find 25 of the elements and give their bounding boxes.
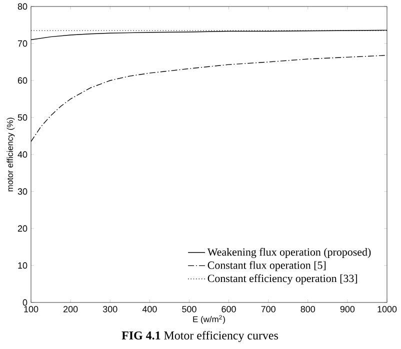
- x-tick-label: 400: [142, 306, 157, 312]
- x-tick-label: 500: [182, 306, 196, 312]
- x-tick-label: 800: [300, 306, 316, 312]
- y-axis-title: motor efficiency (%): [6, 117, 15, 192]
- y-tick-label: 60: [18, 77, 28, 84]
- x-tick-label: 1000: [378, 306, 397, 312]
- x-tick-label: 300: [102, 306, 118, 312]
- y-tick-label: 50: [18, 114, 28, 120]
- y-tick-label: 30: [18, 188, 28, 194]
- y-tick-label: 70: [18, 40, 28, 46]
- text: FIG 4.1 Motor efficiency curves: [122, 330, 278, 342]
- legend-label: Constant flux operation [5]: [208, 260, 326, 271]
- x-tick-label: 100: [24, 306, 38, 312]
- x-tick-label: 900: [340, 306, 355, 312]
- legend-label: Constant efficiency operation [33]: [208, 274, 358, 284]
- y-tick-label: 80: [18, 3, 28, 10]
- legend-label: Weakening flux operation (proposed): [207, 248, 371, 258]
- y-tick-label: 0: [22, 299, 28, 306]
- x-tick-label: 700: [261, 306, 276, 312]
- x-tick-label: 600: [222, 306, 236, 312]
- x-axis-title: E (w/m$^{2}$): [193, 314, 225, 324]
- y-tick-label: 40: [18, 151, 28, 158]
- y-tick-label: 20: [18, 225, 28, 232]
- x-tick-label: 200: [64, 306, 78, 312]
- y-tick-label: 10: [18, 262, 28, 268]
